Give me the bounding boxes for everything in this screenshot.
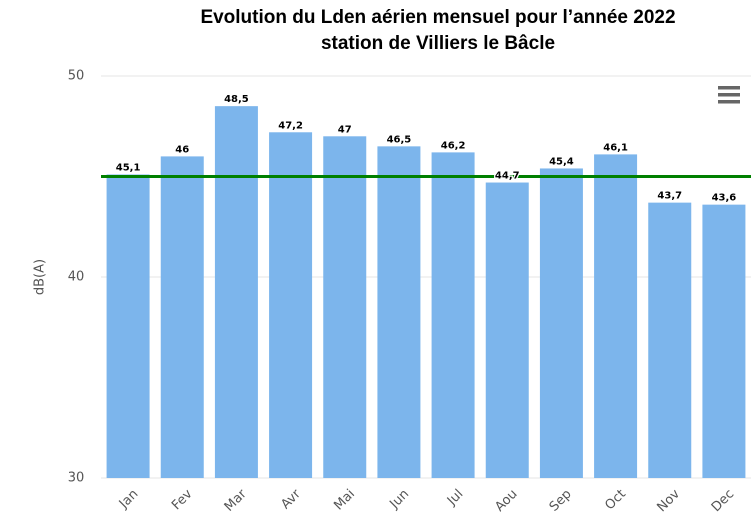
bar [702,204,746,478]
y-axis-label: dB(A) [33,259,48,295]
bar [377,146,421,478]
data-label: 45,4 [549,156,574,167]
y-tick-label: 30 [68,471,85,486]
chart-subtitle: station de Villiers le Bâcle [321,33,555,54]
data-label: 46,1 [603,142,628,153]
x-tick-label: Jun [387,487,413,513]
bar [539,168,583,478]
bar [431,152,475,478]
data-label: 43,7 [657,191,682,202]
x-tick-label: Jan [116,487,141,512]
data-label: 46,2 [441,140,466,151]
x-tick-label: Aou [492,487,520,515]
bar [485,182,529,478]
bar [214,106,258,479]
bar [160,156,204,478]
x-tick-label: Avr [278,486,304,512]
x-tick-label: Mai [331,487,358,514]
data-label: 46 [175,144,189,155]
data-label: 46,5 [387,134,412,145]
x-tick-label: Dec [709,487,737,515]
bar [594,154,638,478]
data-label: 44,7 [495,171,520,182]
bar [323,136,367,479]
x-tick-label: Fev [169,486,196,513]
y-tick-label: 40 [68,270,85,285]
data-label: 47,2 [278,120,303,131]
data-label: 47 [338,124,352,135]
data-label: 45,1 [116,162,141,173]
data-label: 48,5 [224,94,249,105]
y-tick-label: 50 [68,69,85,84]
bar [648,202,692,478]
x-tick-label: Mar [222,486,250,514]
bar [106,174,150,479]
x-tick-label: Jul [444,487,466,509]
menu-button[interactable] [716,84,742,108]
data-label: 43,6 [712,193,737,204]
x-tick-label: Oct [602,487,629,514]
x-tick-label: Nov [655,486,684,515]
x-tick-label: Sep [547,487,575,515]
bar [269,132,313,478]
chart-title: Evolution du Lden aérien mensuel pour l’… [200,7,675,28]
